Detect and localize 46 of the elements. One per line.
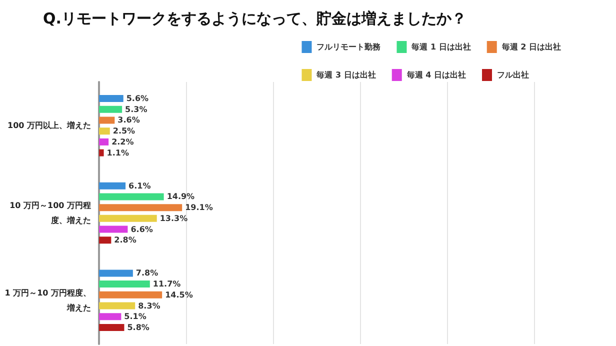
legend-label: 毎週 4 日は出社 [406, 70, 466, 80]
data-label: 3.6% [118, 116, 140, 125]
bar [99, 149, 104, 156]
bar [99, 95, 124, 102]
data-label: 2.5% [112, 126, 136, 136]
y-tick-label: 1 万円～10 万円程度、増えた [4, 287, 91, 312]
bar [99, 280, 150, 288]
data-label: 5.6% [126, 94, 149, 104]
data-label: 13.3% [160, 214, 188, 223]
data-label: 1.1% [106, 148, 129, 158]
data-label: 14.9% [166, 192, 195, 202]
bar [99, 291, 162, 298]
y-tick-label: 10 万円～100 万円程度、増えた [10, 201, 91, 225]
legend-label: フルリモート勤務 [316, 42, 382, 52]
bar [99, 182, 126, 190]
data-label: 19.1% [185, 203, 213, 212]
data-label: 2.8% [114, 236, 136, 245]
data-label: 14.5% [165, 290, 193, 300]
bar [99, 116, 115, 124]
bar [99, 214, 157, 222]
data-label: 5.1% [124, 312, 146, 322]
bar [99, 106, 122, 113]
legend-label: フル出社 [497, 70, 529, 80]
bar [99, 204, 182, 212]
legend-label: 毎週 1 日は出社 [410, 42, 471, 52]
y-tick-label: 100 万円以上、増えた [8, 120, 91, 130]
data-label: 5.8% [127, 322, 150, 332]
bar [99, 302, 136, 310]
data-label: 5.3% [125, 104, 148, 114]
bar [99, 128, 110, 135]
chart-title: Q.リモートワークをするようになって、貯金は増えましたか？ [43, 10, 466, 28]
data-label: 7.8% [136, 268, 158, 278]
bar [99, 270, 133, 277]
data-label: 8.3% [138, 301, 160, 310]
data-label: 6.6% [130, 224, 153, 234]
bar [99, 226, 128, 233]
data-label: 2.2% [112, 137, 134, 146]
data-label: 11.7% [152, 280, 181, 289]
legend-label: 毎週 3 日は出社 [316, 70, 376, 80]
bar [99, 313, 122, 320]
legend-label: 毎週 2 日は出社 [500, 42, 562, 52]
bar [99, 138, 109, 146]
bar [99, 324, 124, 331]
bar [99, 193, 164, 200]
data-label: 6.1% [128, 181, 151, 190]
bar [99, 236, 112, 244]
